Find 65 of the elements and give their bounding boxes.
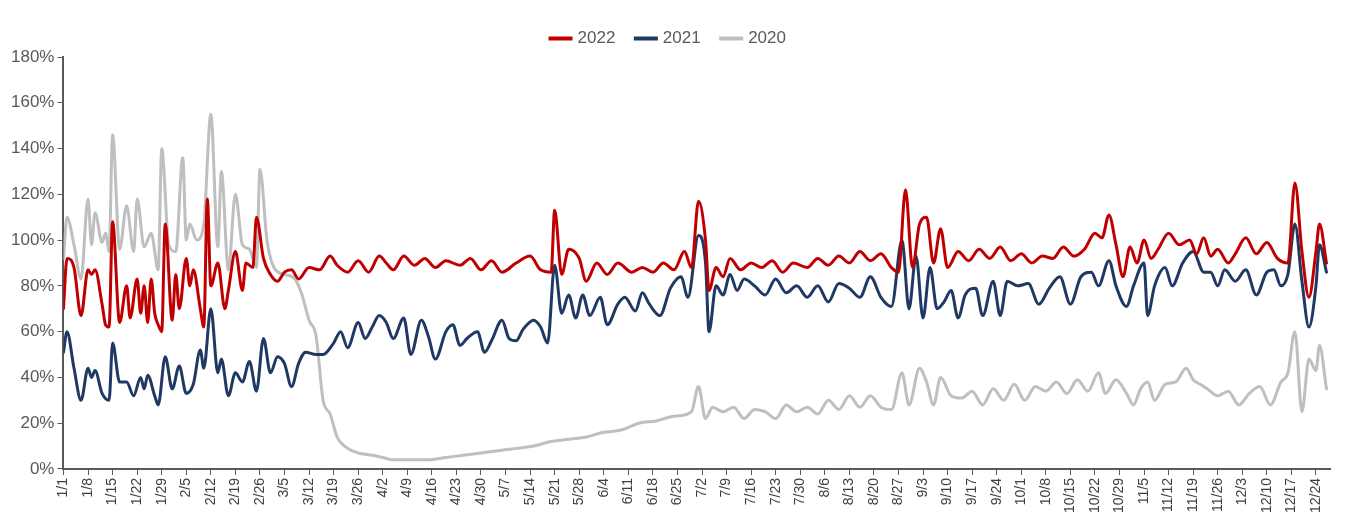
x-tick-label: 9/24 xyxy=(987,477,1004,506)
y-tick-label: 80% xyxy=(20,275,55,295)
x-tick-label: 7/9 xyxy=(717,477,734,498)
x-tick-label: 1/8 xyxy=(78,477,95,498)
x-tick-label: 5/28 xyxy=(570,477,587,506)
x-tick-label: 10/1 xyxy=(1012,477,1029,506)
x-tick-label: 9/10 xyxy=(938,477,955,506)
y-tick-label: 120% xyxy=(11,184,55,204)
y-tick-label: 160% xyxy=(11,92,55,112)
x-tick-label: 1/29 xyxy=(152,477,169,506)
y-tick-label: 40% xyxy=(20,367,55,387)
x-tick-label: 1/22 xyxy=(128,477,145,506)
x-tick-label: 1/15 xyxy=(103,477,120,506)
x-tick-label: 10/22 xyxy=(1085,477,1102,514)
x-tick-label: 7/2 xyxy=(692,477,709,498)
x-tick-label: 2/26 xyxy=(250,477,267,506)
y-tick-label: 100% xyxy=(11,229,55,249)
x-tick-label: 8/27 xyxy=(889,477,906,506)
x-tick-label: 2/5 xyxy=(177,477,194,498)
x-tick-label: 5/7 xyxy=(496,477,513,498)
x-tick-label: 12/10 xyxy=(1257,477,1274,514)
legend-label: 2020 xyxy=(748,28,786,48)
x-tick-label: 11/19 xyxy=(1184,477,1201,512)
y-tick-label: 140% xyxy=(11,138,55,158)
x-tick-label: 11/12 xyxy=(1159,477,1176,512)
x-tick-label: 4/9 xyxy=(398,477,415,498)
y-tick-label: 60% xyxy=(20,321,55,341)
x-tick-label: 5/14 xyxy=(520,477,537,506)
y-tick-label: 20% xyxy=(20,412,55,432)
x-tick-label: 11/26 xyxy=(1208,477,1225,512)
x-tick-label: 3/19 xyxy=(324,477,341,506)
y-tick-label: 0% xyxy=(29,458,55,478)
x-tick-label: 6/11 xyxy=(619,477,636,505)
x-tick-label: 3/12 xyxy=(299,477,316,506)
x-tick-label: 7/16 xyxy=(741,477,758,506)
x-tick-label: 12/17 xyxy=(1282,477,1299,514)
x-tick-label: 6/25 xyxy=(668,477,685,506)
x-tick-label: 3/26 xyxy=(349,477,366,506)
x-tick-label: 3/5 xyxy=(275,477,292,498)
x-tick-label: 10/15 xyxy=(1061,477,1078,514)
x-tick-label: 8/20 xyxy=(864,477,881,506)
x-tick-label: 10/8 xyxy=(1036,477,1053,506)
x-tick-label: 8/6 xyxy=(815,477,832,498)
x-tick-label: 7/30 xyxy=(791,477,808,506)
x-tick-label: 6/4 xyxy=(594,477,611,498)
x-tick-label: 5/21 xyxy=(545,477,562,506)
x-tick-label: 1/1 xyxy=(54,477,71,498)
x-tick-label: 7/23 xyxy=(766,477,783,506)
x-tick-label: 12/24 xyxy=(1306,477,1323,514)
x-tick-label: 4/30 xyxy=(471,477,488,506)
x-tick-label: 9/3 xyxy=(913,477,930,498)
x-tick-label: 11/5 xyxy=(1134,477,1151,505)
x-tick-label: 2/12 xyxy=(201,477,218,506)
x-tick-label: 2/19 xyxy=(226,477,243,506)
x-tick-label: 8/13 xyxy=(840,477,857,506)
x-tick-label: 12/3 xyxy=(1233,477,1250,506)
x-tick-label: 4/23 xyxy=(447,477,464,506)
y-tick-label: 180% xyxy=(11,46,55,66)
legend-label: 2022 xyxy=(577,28,616,48)
x-tick-label: 9/17 xyxy=(963,477,980,506)
x-tick-label: 10/29 xyxy=(1110,477,1127,514)
x-tick-label: 6/18 xyxy=(643,477,660,506)
x-tick-label: 4/16 xyxy=(422,477,439,506)
x-tick-label: 4/2 xyxy=(373,477,390,498)
legend-label: 2021 xyxy=(662,28,701,48)
